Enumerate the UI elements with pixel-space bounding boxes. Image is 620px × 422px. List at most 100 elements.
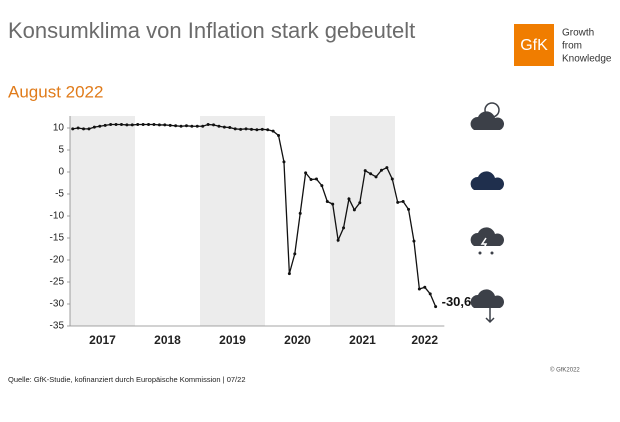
point — [87, 127, 91, 131]
source: Quelle: GfK-Studie, kofinanziert durch E… — [8, 375, 245, 384]
y-tick-label: -20 — [50, 255, 65, 266]
point — [293, 252, 297, 256]
point — [141, 122, 145, 126]
point — [434, 305, 438, 309]
y-tick-label: 10 — [53, 123, 65, 134]
point — [157, 123, 161, 127]
point — [277, 133, 281, 137]
point — [71, 127, 75, 131]
tagline: Growth — [562, 28, 594, 39]
point — [109, 122, 113, 126]
icon-storm — [470, 227, 505, 255]
y-tick-label: -5 — [55, 189, 64, 200]
point — [239, 127, 243, 131]
logo-box — [514, 24, 554, 66]
point — [336, 238, 340, 242]
point — [82, 127, 86, 131]
point — [314, 177, 318, 181]
point — [287, 272, 291, 276]
point — [320, 184, 324, 188]
point — [103, 123, 107, 127]
point — [358, 201, 362, 205]
point — [195, 124, 199, 128]
point — [423, 285, 427, 289]
point — [184, 124, 188, 128]
point — [114, 122, 118, 126]
point — [369, 172, 373, 176]
y-tick-label: -15 — [50, 233, 65, 244]
point — [174, 124, 178, 128]
point — [342, 226, 346, 230]
point — [179, 124, 183, 128]
x-tick-label: 2017 — [89, 333, 116, 347]
point — [228, 126, 232, 130]
year-band — [70, 116, 135, 326]
point — [147, 122, 151, 126]
point — [396, 200, 400, 204]
value-label: -30,6 — [442, 294, 472, 309]
point — [298, 211, 302, 215]
point — [260, 127, 264, 131]
copyright: © GfK2022 — [550, 367, 580, 374]
point — [363, 169, 367, 173]
point — [309, 177, 313, 181]
point — [249, 127, 253, 131]
tagline: from — [562, 41, 582, 52]
point — [163, 123, 167, 127]
point — [244, 127, 248, 131]
point — [152, 122, 156, 126]
point — [266, 128, 270, 132]
point — [212, 123, 216, 127]
point — [130, 123, 134, 127]
logo: GfK — [520, 37, 548, 54]
point — [282, 160, 286, 164]
point — [407, 207, 411, 211]
tagline: Knowledge — [562, 54, 612, 65]
x-tick-label: 2021 — [349, 333, 376, 347]
y-tick-label: 0 — [58, 167, 64, 178]
x-tick-label: 2020 — [284, 333, 311, 347]
point — [119, 122, 123, 126]
icon-cloud — [470, 171, 504, 190]
x-tick-label: 2022 — [411, 333, 438, 347]
y-tick-label: -35 — [50, 321, 65, 332]
point — [206, 122, 210, 126]
point — [92, 125, 96, 129]
chart-title: Konsumklima von Inflation stark gebeutel… — [8, 18, 415, 43]
point — [331, 202, 335, 206]
point — [428, 292, 432, 296]
icon-sun-cloud — [470, 102, 504, 130]
point — [401, 199, 405, 203]
point — [385, 166, 389, 170]
point — [136, 122, 140, 126]
year-band — [200, 116, 265, 326]
point — [271, 129, 275, 133]
point — [233, 127, 237, 131]
point — [390, 177, 394, 181]
point — [255, 128, 259, 132]
year-band — [330, 116, 395, 326]
icon-storm-down — [470, 289, 504, 324]
point — [76, 126, 80, 130]
point — [352, 208, 356, 212]
point — [417, 287, 421, 291]
x-tick-label: 2018 — [154, 333, 181, 347]
y-tick-label: -25 — [50, 277, 65, 288]
point — [168, 123, 172, 127]
point — [125, 123, 129, 127]
subtitle: August 2022 — [8, 82, 103, 101]
y-tick-label: -30 — [50, 299, 65, 310]
point — [412, 239, 416, 243]
point — [304, 171, 308, 175]
point — [98, 124, 102, 128]
y-tick-label: 5 — [58, 145, 64, 156]
y-tick-label: -10 — [50, 211, 65, 222]
point — [347, 197, 351, 201]
x-tick-label: 2019 — [219, 333, 246, 347]
point — [222, 125, 226, 129]
bands — [70, 116, 395, 326]
point — [201, 124, 205, 128]
point — [325, 199, 329, 203]
point — [374, 175, 378, 179]
